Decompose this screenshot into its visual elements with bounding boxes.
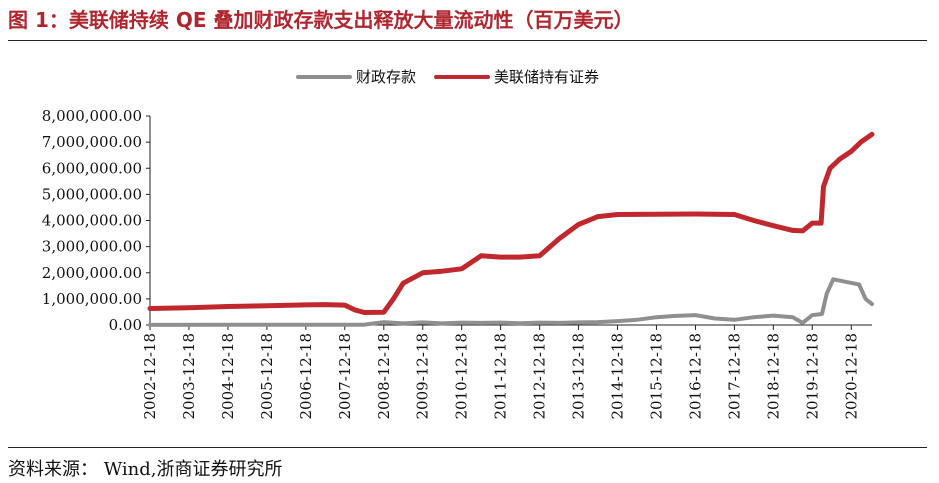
legend-label: 财政存款 <box>356 68 416 86</box>
series-line-treasury-deposits <box>148 277 874 327</box>
x-tick-label: 2012-12-18 <box>531 333 549 419</box>
x-tick-label: 2017-12-18 <box>725 333 743 419</box>
series-layer <box>147 131 875 327</box>
chart-title: 图 1：美联储持续 QE 叠加财政存款支出释放大量流动性（百万美元） <box>8 8 634 32</box>
y-tick-label: 5,000,000.00 <box>42 185 142 203</box>
x-tick-label: 2016-12-18 <box>686 333 704 419</box>
x-tick-label: 2008-12-18 <box>375 333 393 419</box>
x-tick-label: 2006-12-18 <box>297 333 315 419</box>
x-tick-label: 2007-12-18 <box>336 333 354 419</box>
x-tick-label: 2002-12-18 <box>141 333 159 419</box>
line-chart: 财政存款 美联储持有证券 0.00 1,000,000.00 2,000,000.00… <box>42 68 875 419</box>
x-tick-label: 2009-12-18 <box>414 333 432 419</box>
x-tick-label: 2018-12-18 <box>764 333 782 419</box>
y-tick-label: 7,000,000.00 <box>42 133 142 151</box>
x-tick-label: 2019-12-18 <box>803 333 821 419</box>
legend: 财政存款 美联储持有证券 <box>296 68 599 86</box>
x-tick-label: 2005-12-18 <box>258 333 276 419</box>
x-tick-label: 2003-12-18 <box>180 333 198 419</box>
y-axis: 0.00 1,000,000.00 2,000,000.00 3,000,000.00… <box>42 107 151 334</box>
x-tick-label: 2014-12-18 <box>609 333 627 419</box>
x-tick-label: 2015-12-18 <box>647 333 665 419</box>
x-tick-label: 2010-12-18 <box>453 333 471 419</box>
y-tick-label: 3,000,000.00 <box>42 238 142 256</box>
y-tick-label: 0.00 <box>109 316 142 334</box>
x-tick-label: 2004-12-18 <box>219 333 237 419</box>
y-tick-label: 6,000,000.00 <box>42 159 142 177</box>
x-tick-label: 2011-12-18 <box>492 333 510 419</box>
series-line-fed-securities <box>147 131 875 315</box>
source-note: 资料来源： Wind,浙商证券研究所 <box>8 459 283 480</box>
legend-label: 美联储持有证券 <box>494 68 599 86</box>
footer-divider <box>8 447 927 448</box>
y-tick-label: 2,000,000.00 <box>42 264 142 282</box>
y-tick-label: 1,000,000.00 <box>42 290 142 308</box>
y-tick-label: 8,000,000.00 <box>42 107 142 125</box>
x-axis: 2002-12-18 2003-12-18 2004-12-18 2005-12-18… <box>141 324 872 419</box>
title-divider <box>8 40 927 41</box>
x-tick-label: 2020-12-18 <box>842 333 860 419</box>
y-tick-label: 4,000,000.00 <box>42 212 142 230</box>
x-tick-label: 2013-12-18 <box>570 333 588 419</box>
